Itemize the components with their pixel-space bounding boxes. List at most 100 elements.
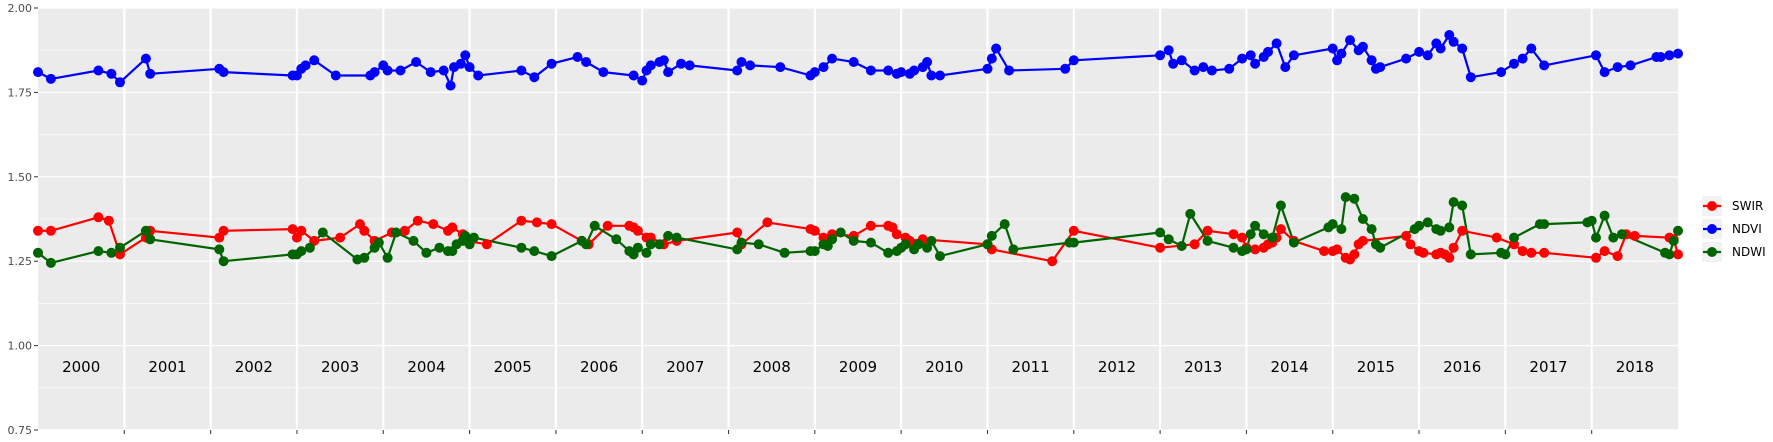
data-point-ndvi xyxy=(1422,50,1433,61)
data-point-ndwi xyxy=(1327,219,1338,230)
data-point-ndvi xyxy=(676,58,687,69)
data-point-ndvi xyxy=(395,65,406,76)
data-point-ndwi xyxy=(1457,200,1468,211)
x-axis xyxy=(123,430,1593,434)
data-point-ndvi xyxy=(883,65,894,76)
data-point-swir xyxy=(287,224,298,235)
data-point-ndwi xyxy=(1539,219,1550,230)
data-point-ndvi xyxy=(33,67,43,78)
data-point-ndwi xyxy=(33,247,43,258)
data-point-ndvi xyxy=(1288,50,1299,61)
data-point-ndwi xyxy=(1245,229,1256,240)
data-point-ndvi xyxy=(369,67,380,78)
data-point-ndvi xyxy=(1612,62,1623,73)
data-point-ndvi xyxy=(218,67,229,78)
data-point-swir xyxy=(891,229,902,240)
data-point-swir xyxy=(296,225,307,236)
year-labels: 2000 2001 2002 2003 2004 2005 2006 2007 2008 2009… xyxy=(62,358,1654,376)
data-point-ndwi xyxy=(529,246,540,257)
data-point-swir xyxy=(1237,232,1248,243)
data-point-swir xyxy=(93,212,104,223)
data-point-ndvi xyxy=(775,62,786,73)
data-point-swir xyxy=(1526,247,1537,258)
y-tick-label: 1.25 xyxy=(8,255,33,268)
data-point-ndvi xyxy=(1168,58,1179,69)
data-point-ndwi xyxy=(1267,232,1278,243)
data-point-swir xyxy=(531,217,542,228)
data-point-ndvi xyxy=(411,57,422,67)
data-point-ndwi xyxy=(1008,244,1019,255)
legend-label: NDWI xyxy=(1732,245,1766,259)
data-point-ndwi xyxy=(611,234,622,245)
data-point-ndvi xyxy=(935,70,945,81)
data-point-swir xyxy=(865,220,876,231)
year-label: 2015 xyxy=(1357,358,1395,376)
data-point-ndwi xyxy=(1414,220,1425,231)
data-point-ndvi xyxy=(309,55,320,66)
data-point-ndvi xyxy=(145,68,156,79)
data-point-ndvi xyxy=(425,67,436,78)
data-point-swir xyxy=(1448,242,1459,253)
data-point-ndvi xyxy=(991,43,1002,54)
data-point-ndvi xyxy=(1176,55,1187,66)
data-point-ndvi xyxy=(637,75,648,86)
data-point-swir xyxy=(1357,235,1368,246)
data-point-swir xyxy=(399,225,410,236)
data-point-ndvi xyxy=(745,60,756,71)
data-point-ndwi xyxy=(1448,197,1459,208)
data-point-ndvi xyxy=(1357,41,1368,52)
data-point-ndvi xyxy=(1591,50,1601,61)
data-point-ndvi xyxy=(455,58,466,69)
legend-swatch-point xyxy=(1707,247,1717,257)
data-point-ndvi xyxy=(922,57,933,67)
data-point-swir xyxy=(1444,252,1455,263)
y-tick-label: 2.00 xyxy=(8,2,33,15)
data-point-ndvi xyxy=(628,70,639,81)
data-point-ndwi xyxy=(1250,220,1261,231)
data-point-ndwi xyxy=(982,239,993,250)
legend-label: SWIR xyxy=(1732,199,1763,213)
data-point-ndvi xyxy=(1435,43,1446,54)
data-point-ndvi xyxy=(1068,55,1079,66)
data-point-ndwi xyxy=(1664,249,1675,260)
data-point-ndwi xyxy=(1340,192,1351,203)
data-point-ndvi xyxy=(865,65,876,76)
data-point-ndvi xyxy=(438,65,449,76)
data-point-ndwi xyxy=(865,237,876,248)
data-point-ndwi xyxy=(1599,210,1610,221)
data-point-ndwi xyxy=(1155,227,1166,238)
data-point-ndvi xyxy=(1271,38,1282,49)
data-point-ndvi xyxy=(1625,60,1636,71)
data-point-ndvi xyxy=(572,52,583,62)
data-point-ndwi xyxy=(115,242,125,253)
year-label: 2007 xyxy=(666,358,704,376)
data-point-swir xyxy=(1673,249,1683,260)
data-point-ndvi xyxy=(1263,46,1273,57)
data-point-ndvi xyxy=(516,65,527,76)
data-point-ndwi xyxy=(581,239,592,250)
data-point-ndwi xyxy=(835,227,846,238)
data-point-ndwi xyxy=(999,219,1010,230)
year-label: 2013 xyxy=(1184,358,1222,376)
data-point-ndwi xyxy=(645,239,656,250)
data-point-swir xyxy=(45,225,56,236)
data-point-swir xyxy=(1047,256,1058,267)
data-point-ndvi xyxy=(1198,62,1209,73)
data-point-ndwi xyxy=(1163,234,1174,245)
data-point-ndvi xyxy=(1517,53,1528,64)
data-point-ndwi xyxy=(359,252,370,263)
data-point-swir xyxy=(1539,247,1550,258)
year-label: 2002 xyxy=(235,358,273,376)
data-point-ndvi xyxy=(1345,35,1355,46)
data-point-ndwi xyxy=(1616,229,1627,240)
data-point-ndwi xyxy=(434,242,445,253)
data-point-ndwi xyxy=(589,220,600,231)
data-point-ndwi xyxy=(935,251,945,262)
data-point-ndvi xyxy=(460,50,471,61)
data-point-swir xyxy=(1612,251,1623,262)
data-point-ndwi xyxy=(1673,225,1683,236)
data-point-ndvi xyxy=(93,65,104,76)
data-point-ndvi xyxy=(684,60,695,71)
data-point-ndwi xyxy=(317,227,328,238)
data-point-swir xyxy=(732,227,743,238)
